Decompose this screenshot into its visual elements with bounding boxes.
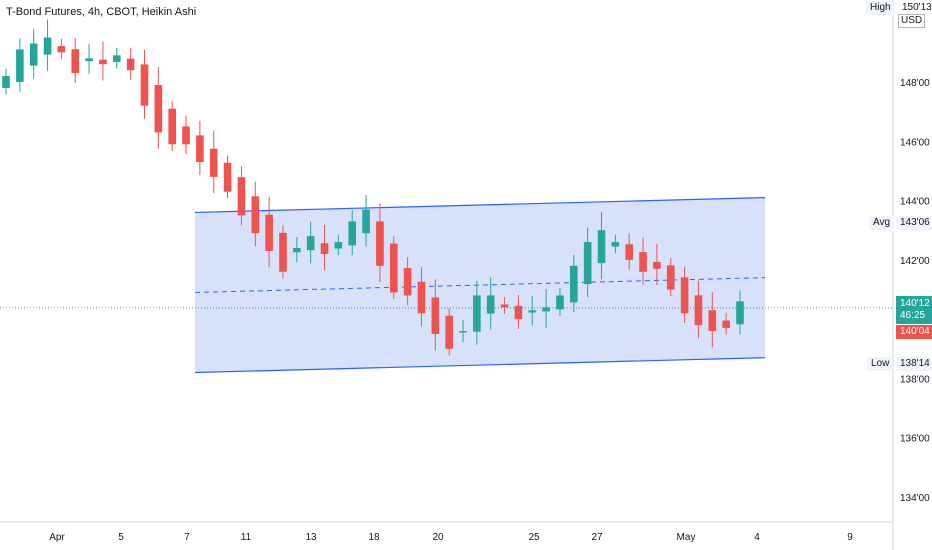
candle-body	[708, 310, 717, 331]
high-value: 150'13	[902, 2, 932, 13]
candle-body	[639, 252, 647, 272]
candle-body	[500, 304, 509, 308]
price-tick-label: 148'00	[900, 78, 930, 89]
candle-body	[182, 126, 190, 145]
time-tick-label: 27	[591, 532, 603, 543]
candle-body	[196, 135, 204, 163]
bar-countdown: 46:25	[900, 310, 926, 321]
candle-body	[653, 261, 661, 269]
time-tick-label: Apr	[49, 532, 65, 543]
candle-body	[71, 49, 80, 74]
candle-body	[431, 297, 440, 334]
parallel-channel[interactable]	[194, 197, 766, 374]
last-price-value: 140'12	[900, 298, 930, 309]
candle-body	[362, 209, 370, 234]
candle-body	[279, 232, 287, 272]
candle-body	[694, 295, 703, 326]
candle-body	[680, 277, 689, 314]
currency-label[interactable]: USD	[898, 14, 926, 28]
candle-body	[112, 55, 121, 62]
low-value: 138'14	[896, 357, 932, 371]
candle-body	[625, 244, 634, 260]
candle-body	[459, 331, 467, 333]
candle-body	[251, 196, 260, 234]
candle-body	[736, 301, 744, 325]
time-tick-label: 13	[305, 532, 317, 543]
candle-body	[542, 307, 550, 312]
price-tick-label: 146'00	[900, 137, 930, 148]
high-label: High	[866, 1, 895, 15]
time-tick-label: 9	[847, 532, 853, 543]
candle-body	[583, 242, 592, 285]
candle-body	[99, 59, 107, 65]
candle-body	[348, 221, 357, 246]
candle-body	[666, 265, 675, 290]
time-tick-label: 25	[528, 532, 540, 543]
candle-body	[209, 148, 218, 177]
candle-body	[85, 58, 93, 62]
avg-label: Avg	[869, 216, 895, 230]
candle-body	[514, 305, 523, 320]
price-tick-label: 144'00	[900, 197, 930, 208]
channel-upper-line[interactable]	[194, 197, 766, 214]
candle-body	[140, 64, 149, 106]
candle-body	[306, 236, 315, 251]
candle-body	[293, 248, 301, 253]
candle-body	[334, 242, 343, 249]
price-tick-label: 142'00	[900, 256, 930, 267]
candle-body	[722, 320, 730, 329]
candle-body	[57, 46, 66, 53]
time-tick-label: 11	[241, 532, 252, 543]
candle-body	[473, 295, 481, 332]
time-tick-label: 7	[184, 532, 190, 543]
candle-body	[417, 281, 426, 314]
candle-body	[389, 243, 398, 293]
channel-fill	[195, 197, 765, 373]
candle-body	[320, 243, 329, 254]
candles	[2, 19, 744, 356]
last-price-marker: 140'12 46:25 140'04	[896, 296, 932, 339]
candle-body	[556, 295, 564, 310]
channel-lower-line[interactable]	[194, 357, 766, 374]
candle-body	[597, 230, 606, 264]
candle-body	[376, 221, 384, 266]
time-tick-label: 18	[368, 532, 380, 543]
time-tick-label: 5	[118, 532, 124, 543]
candle-body	[403, 268, 412, 296]
candle-body	[29, 43, 38, 66]
avg-value: 143'06	[896, 216, 932, 230]
chart-title: T-Bond Futures, 4h, CBOT, Heikin Ashi	[6, 6, 197, 18]
candle-body	[16, 49, 24, 82]
low-label: Low	[867, 357, 894, 371]
time-tick-label: 4	[754, 532, 760, 543]
candle-body	[265, 214, 273, 251]
candle-body	[126, 58, 135, 71]
candle-body	[2, 76, 10, 88]
candle-body	[43, 37, 52, 55]
candle-body	[528, 310, 537, 313]
candle-body	[611, 242, 620, 247]
price-tick-label: 138'00	[900, 374, 930, 385]
time-tick-label: May	[677, 532, 696, 543]
prev-close-value: 140'04	[896, 325, 932, 339]
time-tick-label: 20	[432, 532, 444, 543]
candle-body	[570, 265, 578, 303]
candle-body	[237, 177, 246, 216]
candle-body	[445, 315, 453, 349]
candle-body	[154, 85, 163, 133]
candle-body	[486, 295, 495, 314]
price-tick-label: 134'00	[900, 493, 930, 504]
candle-body	[168, 108, 176, 145]
price-tick-label: 136'00	[900, 434, 930, 445]
candle-body	[223, 162, 232, 192]
